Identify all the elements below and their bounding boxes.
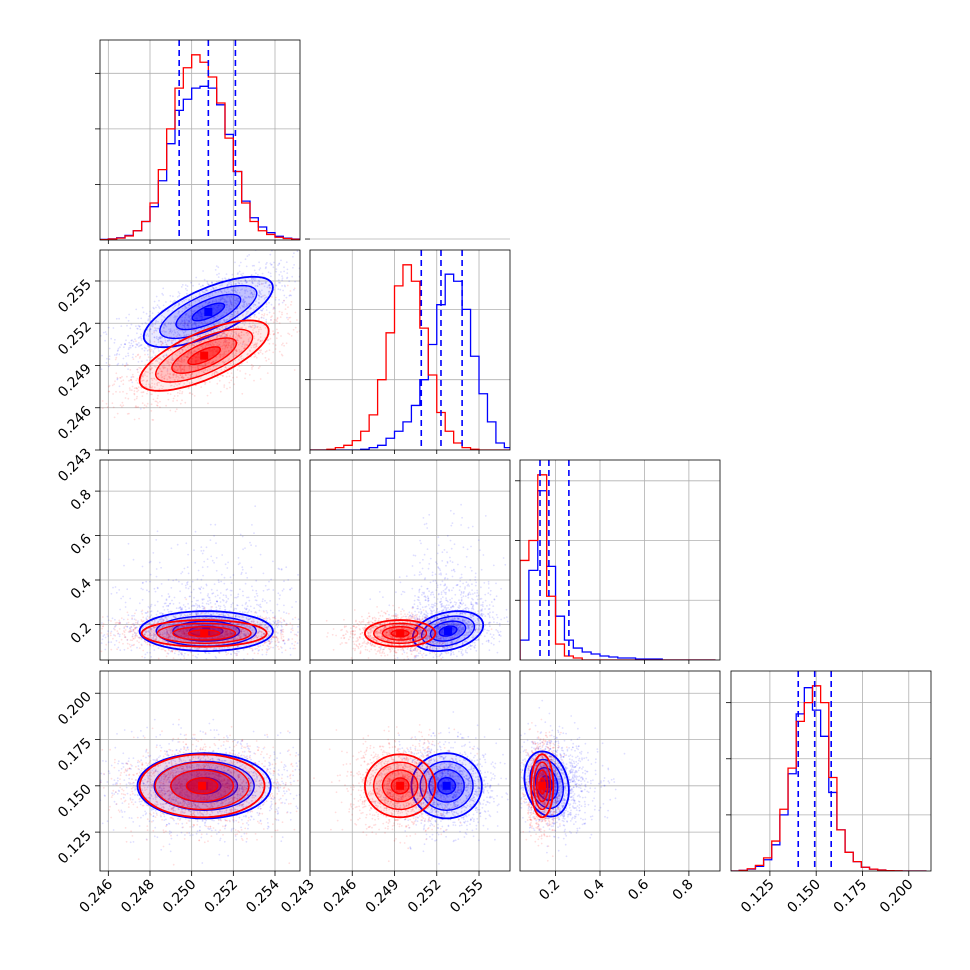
x-tick-label-p1: 0.254 — [243, 876, 283, 916]
x-tick-label-p2: 0.246 — [320, 876, 360, 916]
x-tick-label-p1: 0.252 — [201, 877, 241, 917]
contours-red — [530, 753, 555, 819]
x-tick-label-p1: 0.246 — [76, 876, 116, 916]
panel-frame — [309, 670, 511, 872]
y-tick-label-p2: 0.243 — [55, 446, 95, 486]
scatter-points-red — [313, 724, 479, 863]
marginal-panel-p2 — [305, 238, 511, 451]
pair-panel-p2-p4 — [309, 670, 511, 872]
panel-frame — [99, 249, 301, 451]
contours-red — [138, 319, 270, 392]
density-peak — [204, 307, 213, 316]
contours-red — [363, 619, 437, 648]
pair-panel-p1-p4 — [99, 670, 301, 872]
contours-blue — [142, 275, 274, 349]
pair-panel-p1-p2 — [99, 249, 301, 451]
x-tick-label-p3: 0.2 — [536, 877, 563, 904]
density-peak — [542, 779, 551, 788]
panel-frame — [99, 459, 301, 661]
y-tick-label-p4: 0.125 — [55, 828, 95, 868]
x-tick-label-p4: 0.150 — [784, 877, 824, 917]
pair-content — [100, 718, 300, 866]
y-tick-label-p2: 0.252 — [55, 319, 95, 359]
contours-red — [363, 753, 437, 819]
x-tick-label-p3: 0.4 — [581, 876, 608, 903]
pair-content — [325, 503, 509, 660]
x-tick-label-p4: 0.175 — [831, 877, 871, 917]
density-peak — [538, 781, 547, 790]
contours-red — [140, 619, 268, 648]
density-peak — [444, 627, 453, 636]
y-tick-label-p2: 0.246 — [55, 403, 95, 443]
panel-frame — [519, 670, 721, 872]
marginal-panel-p4 — [726, 670, 932, 872]
density-peak — [442, 781, 451, 790]
histogram-red — [310, 264, 510, 450]
y-tick-label-p3: 0.2 — [68, 620, 95, 647]
x-tick-label-p2: 0.249 — [363, 877, 403, 917]
pair-panel-p3-p4 — [519, 670, 721, 872]
x-tick-label-p4: 0.125 — [738, 877, 778, 917]
y-tick-label-p4: 0.200 — [55, 689, 95, 729]
histogram-blue — [310, 273, 510, 450]
panel-frame — [309, 249, 511, 451]
scatter-points-blue — [100, 718, 300, 864]
density-peak — [200, 351, 209, 360]
panel-frame — [519, 459, 721, 661]
x-tick-label-p2: 0.252 — [405, 877, 445, 917]
contours-red — [138, 753, 266, 819]
density-peak — [396, 629, 405, 638]
density-peak — [198, 781, 207, 790]
x-tick-label-p3: 0.6 — [625, 876, 652, 903]
x-tick-label-p3: 0.8 — [670, 877, 697, 904]
density-peak — [396, 781, 405, 790]
scatter-points-blue — [100, 505, 300, 660]
y-tick-label-p3: 0.8 — [68, 487, 95, 514]
panel-frame — [99, 39, 301, 241]
x-tick-label-p2: 0.255 — [447, 877, 487, 917]
y-tick-label-p3: 0.4 — [68, 575, 95, 602]
marginal-panel-p1 — [95, 39, 301, 241]
pair-content — [520, 699, 626, 862]
histogram-blue — [100, 85, 300, 240]
panel-frame — [730, 670, 932, 872]
panel-frame — [99, 670, 301, 872]
pair-content — [100, 505, 300, 660]
histogram-red — [731, 685, 927, 871]
y-tick-label-p4: 0.175 — [55, 735, 95, 775]
x-tick-label-p1: 0.248 — [118, 877, 158, 917]
panel-frame — [309, 459, 511, 661]
x-tick-label-p4: 0.200 — [877, 877, 917, 917]
x-tick-label-p1: 0.250 — [160, 877, 200, 917]
pair-content — [313, 711, 509, 865]
y-tick-label-p2: 0.255 — [55, 277, 95, 317]
y-tick-label-p2: 0.249 — [55, 361, 95, 401]
pair-content — [100, 250, 300, 421]
pair-panel-p1-p3 — [99, 459, 301, 661]
x-tick-label-p2: 0.243 — [278, 877, 318, 917]
pair-panel-p2-p3 — [309, 459, 511, 661]
density-peak — [200, 629, 209, 638]
y-tick-label-p4: 0.150 — [55, 781, 95, 821]
histogram-red — [520, 474, 716, 660]
histogram-red — [100, 54, 300, 240]
marginal-panel-p3 — [515, 459, 721, 661]
y-tick-label-p3: 0.6 — [68, 531, 95, 558]
